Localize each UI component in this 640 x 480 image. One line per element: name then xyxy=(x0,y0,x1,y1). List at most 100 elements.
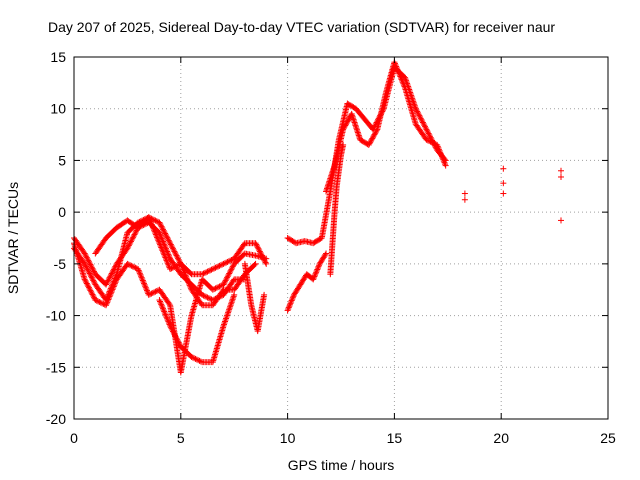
data-point-marker xyxy=(88,288,95,295)
data-point-marker xyxy=(419,118,426,125)
data-point-marker xyxy=(103,300,110,307)
data-point-marker xyxy=(135,266,142,273)
data-point-marker xyxy=(103,281,110,288)
data-point-marker xyxy=(145,214,152,221)
data-point-marker xyxy=(174,253,181,260)
data-point-marker xyxy=(396,72,403,79)
data-point-marker xyxy=(175,339,182,346)
chart-title: Day 207 of 2025, Sidereal Day-to-day VTE… xyxy=(48,19,555,35)
data-point-marker xyxy=(105,291,112,298)
data-point-marker xyxy=(222,277,229,284)
data-point-marker xyxy=(207,267,214,274)
data-point-marker xyxy=(139,277,146,284)
data-point-marker xyxy=(156,297,163,304)
data-point-marker xyxy=(426,138,433,145)
data-point-marker xyxy=(251,261,258,268)
data-point-marker xyxy=(223,314,230,321)
data-point-marker xyxy=(285,305,292,312)
data-point-marker xyxy=(315,263,322,270)
data-point-marker xyxy=(83,279,90,286)
data-point-marker xyxy=(227,257,234,264)
data-point-marker xyxy=(174,336,181,343)
data-point-marker xyxy=(130,234,137,241)
data-point-marker xyxy=(558,167,565,174)
data-point-marker xyxy=(437,150,444,157)
data-point-marker xyxy=(224,312,231,319)
data-point-marker xyxy=(261,291,268,298)
data-point-marker xyxy=(201,269,208,276)
data-point-marker xyxy=(126,241,133,248)
data-point-marker xyxy=(254,244,261,251)
data-point-marker xyxy=(110,279,117,286)
data-point-marker xyxy=(167,241,174,248)
data-point-marker xyxy=(397,74,404,81)
data-point-marker xyxy=(340,141,347,148)
data-point-marker xyxy=(314,265,321,272)
data-point-marker xyxy=(196,357,203,364)
data-point-marker xyxy=(370,132,377,139)
data-point-marker xyxy=(201,293,208,300)
data-point-marker xyxy=(167,266,174,273)
data-point-marker xyxy=(112,263,119,270)
data-point-marker xyxy=(136,270,143,277)
data-point-marker xyxy=(208,266,215,273)
data-point-marker xyxy=(87,261,94,268)
data-point-marker xyxy=(162,311,169,318)
data-point-marker xyxy=(435,146,442,153)
data-point-marker xyxy=(86,260,93,267)
data-point-marker xyxy=(396,70,403,77)
data-point-marker xyxy=(191,355,198,362)
data-point-marker xyxy=(400,80,407,87)
data-point-marker xyxy=(221,260,228,267)
data-point-marker xyxy=(222,318,229,325)
data-point-marker xyxy=(500,190,507,197)
data-points xyxy=(71,59,565,376)
data-point-marker xyxy=(228,256,235,263)
data-point-marker xyxy=(148,215,155,222)
data-point-marker xyxy=(365,141,372,148)
data-point-marker xyxy=(440,158,447,165)
data-point-marker xyxy=(164,249,171,256)
data-point-marker xyxy=(135,219,142,226)
data-point-marker xyxy=(372,128,379,135)
data-point-marker xyxy=(284,307,291,314)
data-point-marker xyxy=(427,133,433,140)
data-point-marker xyxy=(229,297,236,304)
data-point-marker xyxy=(226,306,233,313)
data-point-marker xyxy=(310,276,317,283)
data-point-marker xyxy=(219,261,226,268)
data-point-marker xyxy=(85,267,92,274)
data-point-marker xyxy=(371,131,378,138)
data-point-marker xyxy=(426,131,433,138)
data-point-marker xyxy=(224,311,231,318)
data-point-marker xyxy=(170,329,177,336)
data-point-marker xyxy=(89,276,96,283)
data-point-marker xyxy=(85,269,92,276)
data-point-marker xyxy=(173,252,180,259)
data-point-marker xyxy=(230,293,237,300)
data-point-marker xyxy=(162,231,169,238)
data-point-marker xyxy=(168,325,175,332)
axes: 0 5 10 15 20 25 -20 -15 -10 -5 0 5 10 15 xyxy=(46,49,616,446)
data-point-marker xyxy=(256,248,263,255)
data-point-marker xyxy=(228,300,235,307)
data-point-marker xyxy=(340,126,347,133)
data-point-marker xyxy=(225,309,232,316)
data-point-marker xyxy=(168,265,175,272)
data-point-marker xyxy=(124,245,131,252)
data-point-marker xyxy=(83,263,90,270)
data-point-marker xyxy=(164,258,171,265)
data-point-marker xyxy=(224,273,231,280)
data-point-marker xyxy=(160,307,167,314)
data-point-marker xyxy=(111,264,118,271)
data-point-marker xyxy=(131,264,138,271)
data-point-marker xyxy=(106,289,113,296)
data-point-marker xyxy=(111,275,118,282)
data-point-marker xyxy=(169,328,176,335)
data-point-marker xyxy=(342,122,349,129)
data-point-marker xyxy=(286,301,293,308)
data-point-marker xyxy=(367,138,374,145)
data-point-marker xyxy=(399,79,406,86)
data-point-marker xyxy=(88,273,95,280)
data-point-marker xyxy=(110,267,117,274)
